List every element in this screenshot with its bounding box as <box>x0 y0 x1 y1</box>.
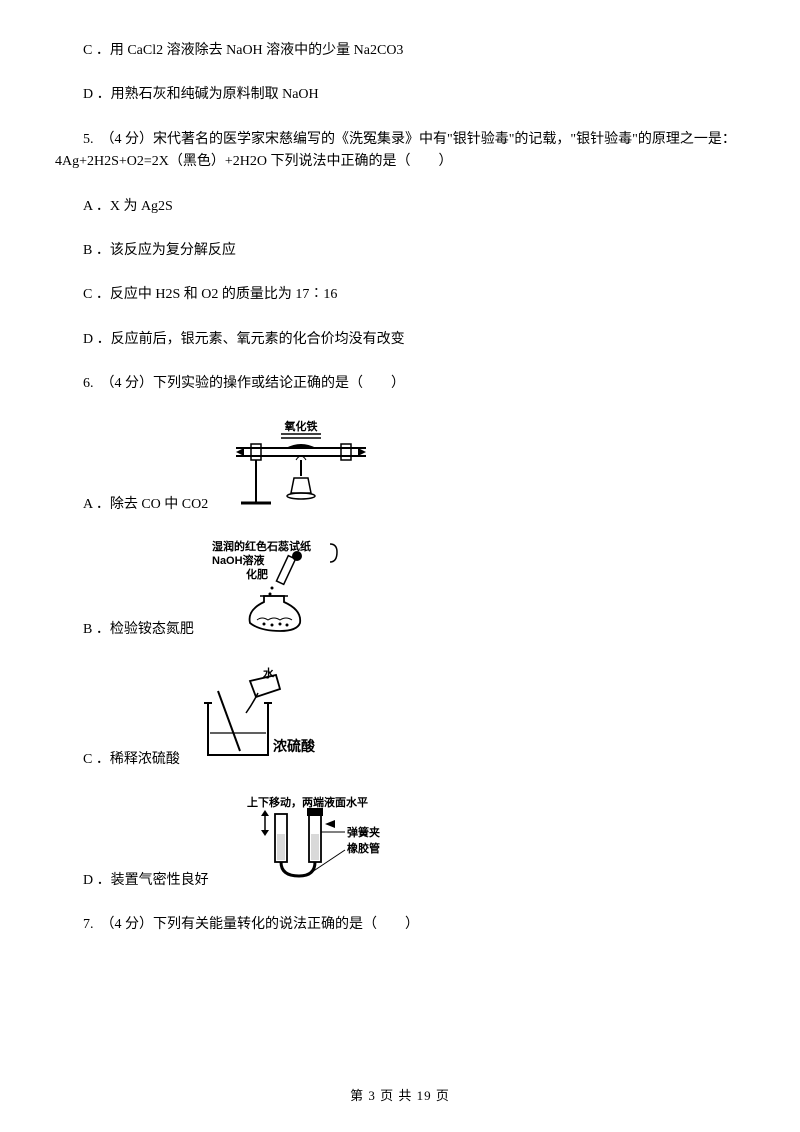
q6-option-a-label: A ．除去 CO 中 CO2 <box>55 494 208 516</box>
q6-option-a-row: A ．除去 CO 中 CO2 氧化铁 <box>55 418 745 516</box>
q6-option-b-label: B ．检验铵态氮肥 <box>55 619 194 641</box>
q6-option-c-label: C ．稀释浓硫酸 <box>55 749 180 771</box>
q6-option-c-row: C ．稀释浓硫酸 水 浓硫酸 <box>55 663 745 771</box>
q5-stem-line1: 5. （4 分）宋代著名的医学家宋慈编写的《洗冤集录》中有"银针验毒"的记载，"… <box>55 132 736 147</box>
prev-q-option-d: D ．用熟石灰和纯碱为原料制取 NaOH <box>55 84 745 106</box>
q5-option-d: D ．反应前后，银元素、氧元素的化合价均没有改变 <box>55 329 745 351</box>
diagram-d-label2: 弹簧夹 <box>347 825 380 839</box>
q5-option-a: A ．X 为 Ag2S <box>55 196 745 218</box>
q6-option-d-row: D ．装置气密性良好 上下移动，两端液面水平 弹簧夹 橡胶管 <box>55 794 745 892</box>
diagram-b-label2: NaOH溶液 <box>212 553 266 567</box>
q5-option-c: C ．反应中 H2S 和 O2 的质量比为 17∶16 <box>55 284 745 306</box>
diagram-b-label3: 化肥 <box>246 567 268 581</box>
q7-stem: 7. （4 分）下列有关能量转化的说法正确的是（ ） <box>55 914 745 936</box>
diagram-c-label2: 浓硫酸 <box>273 738 316 754</box>
diagram-d-label1: 上下移动，两端液面水平 <box>247 795 368 809</box>
q5-stem-line2: 4Ag+2H2S+O2=2X（黑色）+2H2O 下列说法中正确的是（ ） <box>55 154 453 169</box>
q6-diagram-c: 水 浓硫酸 <box>188 663 348 771</box>
q6-option-b-row: B ．检验铵态氮肥 湿润的红色石蕊试纸 NaOH溶液 化肥 <box>55 538 745 641</box>
diagram-d-label3: 橡胶管 <box>347 841 380 855</box>
q5-option-b: B ．该反应为复分解反应 <box>55 240 745 262</box>
q6-diagram-b: 湿润的红色石蕊试纸 NaOH溶液 化肥 <box>202 538 372 641</box>
q6-option-d-label: D ．装置气密性良好 <box>55 870 209 892</box>
page-footer: 第 3 页 共 19 页 <box>0 1086 800 1107</box>
q6-stem: 6. （4 分）下列实验的操作或结论正确的是（ ） <box>55 373 745 395</box>
diagram-b-label1: 湿润的红色石蕊试纸 <box>212 539 311 553</box>
q6-diagram-a: 氧化铁 <box>216 418 386 516</box>
q6-diagram-d: 上下移动，两端液面水平 弹簧夹 橡胶管 <box>217 794 417 892</box>
diagram-a-title: 氧化铁 <box>284 419 318 433</box>
q5-stem: 5. （4 分）宋代著名的医学家宋慈编写的《洗冤集录》中有"银针验毒"的记载，"… <box>55 129 745 174</box>
prev-q-option-c: C ．用 CaCl2 溶液除去 NaOH 溶液中的少量 Na2CO3 <box>55 40 745 62</box>
